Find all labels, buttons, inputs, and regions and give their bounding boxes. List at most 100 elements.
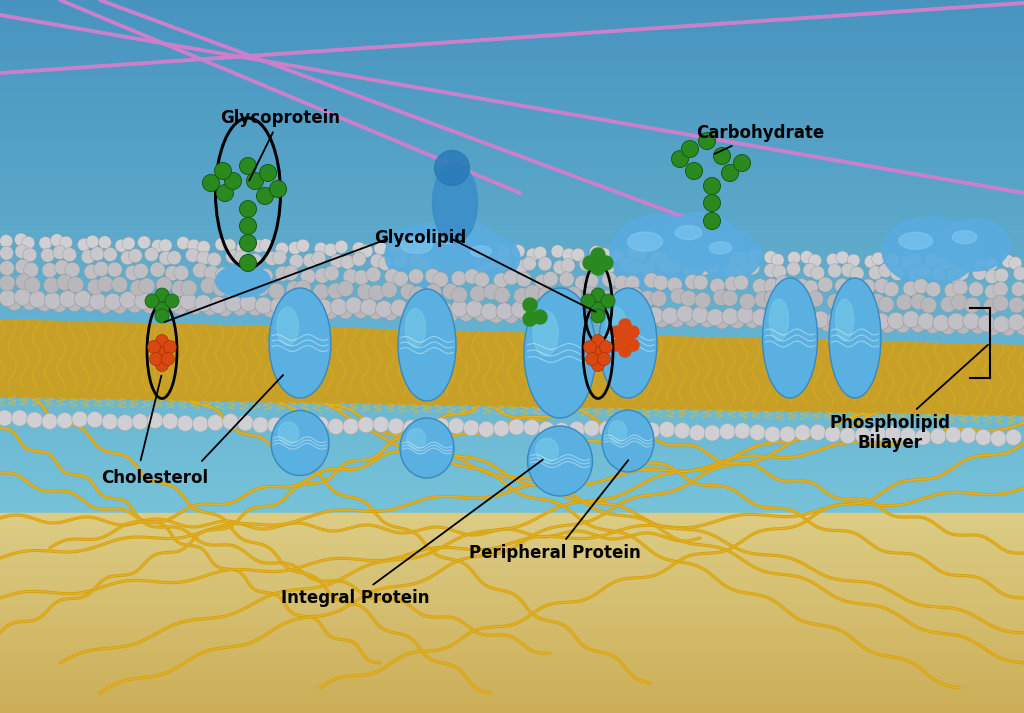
Circle shape <box>84 265 99 279</box>
Circle shape <box>43 277 59 293</box>
Bar <box>0 103 1024 109</box>
Bar <box>0 237 1024 244</box>
Circle shape <box>534 247 547 260</box>
Circle shape <box>39 237 52 250</box>
Ellipse shape <box>276 307 298 346</box>
Circle shape <box>11 410 28 426</box>
Ellipse shape <box>269 288 331 398</box>
Circle shape <box>400 284 417 299</box>
Circle shape <box>62 247 77 262</box>
Circle shape <box>214 163 231 180</box>
Bar <box>0 218 1024 225</box>
Bar <box>0 314 1024 321</box>
Circle shape <box>290 254 303 268</box>
Circle shape <box>994 268 1009 282</box>
Circle shape <box>627 247 640 260</box>
Circle shape <box>557 289 572 305</box>
Circle shape <box>955 319 971 334</box>
Bar <box>0 257 1024 263</box>
Circle shape <box>587 305 603 322</box>
Circle shape <box>177 237 189 250</box>
Circle shape <box>470 286 485 302</box>
Bar <box>0 573 1024 577</box>
Circle shape <box>0 235 12 247</box>
Circle shape <box>207 415 223 431</box>
Circle shape <box>739 294 756 309</box>
Circle shape <box>697 261 711 275</box>
Circle shape <box>155 302 169 316</box>
Circle shape <box>703 178 721 195</box>
Circle shape <box>584 420 600 436</box>
Circle shape <box>459 307 473 322</box>
Circle shape <box>591 309 605 323</box>
Circle shape <box>180 293 197 309</box>
Circle shape <box>466 300 483 317</box>
Circle shape <box>843 309 859 327</box>
Circle shape <box>297 239 309 252</box>
Bar <box>0 334 1024 340</box>
Circle shape <box>591 260 605 275</box>
Circle shape <box>896 294 912 310</box>
Circle shape <box>586 352 598 366</box>
Text: Cholesterol: Cholesterol <box>101 469 209 487</box>
Bar <box>0 657 1024 660</box>
Circle shape <box>50 234 63 247</box>
Circle shape <box>618 319 631 331</box>
Circle shape <box>300 297 317 314</box>
Bar <box>0 530 1024 533</box>
Ellipse shape <box>769 299 788 341</box>
Ellipse shape <box>435 231 462 244</box>
Circle shape <box>556 304 573 321</box>
Circle shape <box>289 242 301 255</box>
Circle shape <box>259 239 272 252</box>
Circle shape <box>961 427 976 443</box>
Circle shape <box>764 278 779 293</box>
Circle shape <box>644 273 658 288</box>
Circle shape <box>554 423 569 438</box>
Ellipse shape <box>400 418 454 478</box>
Circle shape <box>840 428 856 443</box>
Bar <box>0 148 1024 154</box>
Bar <box>0 667 1024 670</box>
Ellipse shape <box>675 225 701 240</box>
Circle shape <box>864 255 878 268</box>
Circle shape <box>497 245 510 257</box>
Circle shape <box>328 419 344 434</box>
Bar <box>0 379 1024 385</box>
Circle shape <box>225 294 242 312</box>
Circle shape <box>836 317 850 332</box>
Circle shape <box>409 254 423 267</box>
Circle shape <box>944 283 959 298</box>
Bar <box>0 600 1024 603</box>
Bar <box>0 302 1024 308</box>
Circle shape <box>393 254 408 268</box>
Circle shape <box>812 311 829 328</box>
Circle shape <box>559 272 574 287</box>
Circle shape <box>147 341 161 354</box>
Circle shape <box>764 290 780 306</box>
Circle shape <box>335 240 348 253</box>
Circle shape <box>1009 257 1022 270</box>
Circle shape <box>1001 322 1016 336</box>
Circle shape <box>609 312 624 327</box>
Bar <box>0 587 1024 590</box>
Circle shape <box>610 250 624 263</box>
Circle shape <box>463 420 479 436</box>
Circle shape <box>436 302 453 319</box>
Circle shape <box>549 310 563 325</box>
Ellipse shape <box>662 213 738 269</box>
Bar <box>0 637 1024 640</box>
Bar <box>0 39 1024 45</box>
Circle shape <box>173 300 187 314</box>
Circle shape <box>504 270 519 285</box>
Circle shape <box>783 294 800 310</box>
Circle shape <box>601 306 618 323</box>
Circle shape <box>992 295 1009 312</box>
Circle shape <box>910 318 925 332</box>
Bar <box>0 19 1024 26</box>
Circle shape <box>874 278 890 293</box>
Bar <box>0 593 1024 597</box>
Bar <box>0 51 1024 58</box>
Circle shape <box>54 260 70 275</box>
Circle shape <box>855 427 870 443</box>
